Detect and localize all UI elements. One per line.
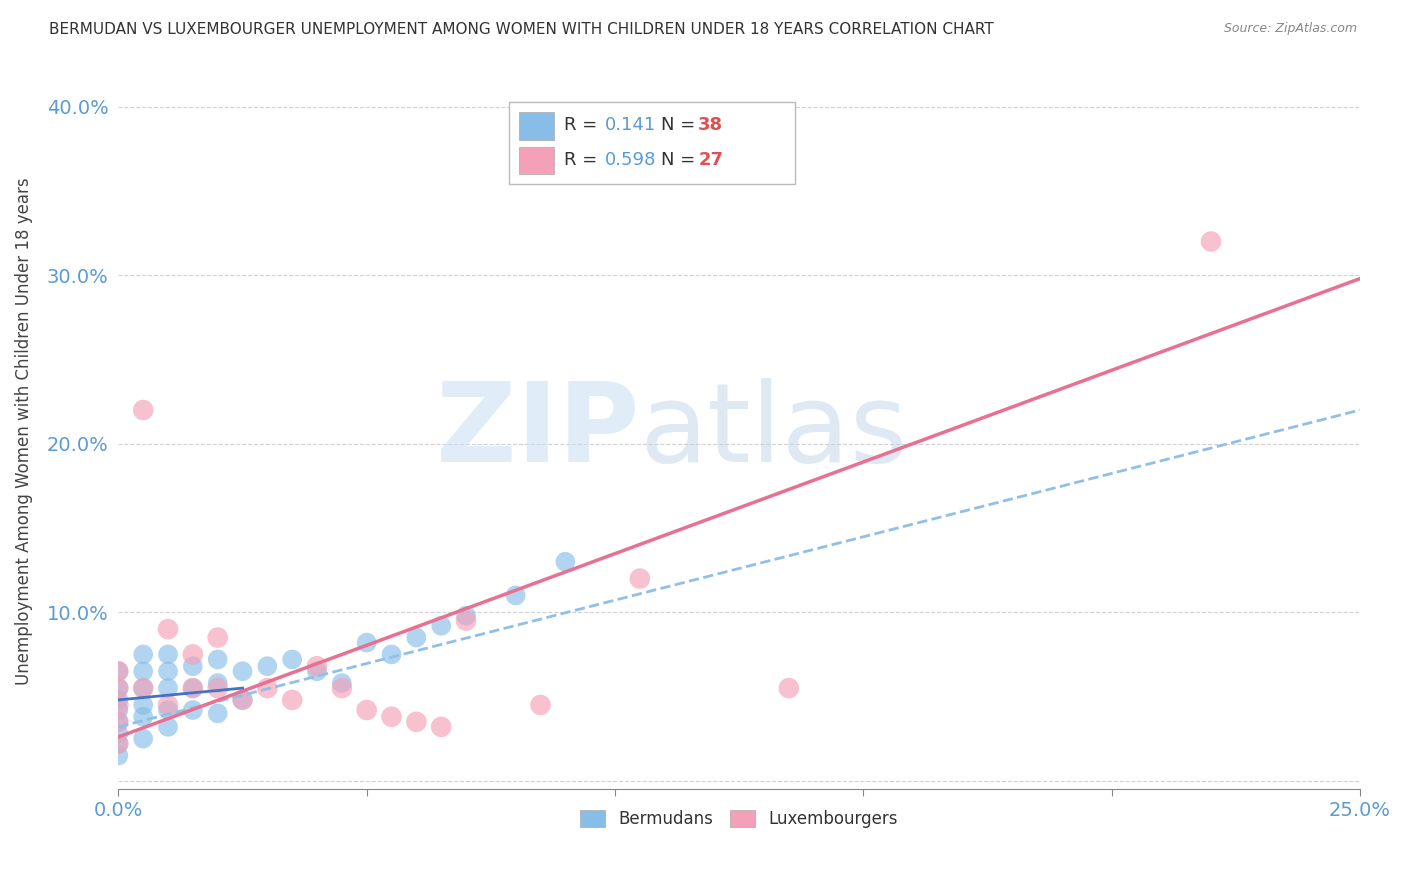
Bar	[519, 147, 554, 174]
Point	[181, 659, 204, 673]
Point	[157, 698, 180, 712]
Text: 38: 38	[699, 116, 723, 135]
Point	[107, 737, 129, 751]
Point	[1199, 235, 1222, 249]
Text: R =: R =	[564, 151, 603, 169]
Point	[330, 676, 353, 690]
Point	[132, 731, 155, 746]
Point	[628, 572, 651, 586]
Point	[181, 681, 204, 695]
Point	[132, 403, 155, 417]
Point	[132, 665, 155, 679]
Point	[157, 720, 180, 734]
Y-axis label: Unemployment Among Women with Children Under 18 years: Unemployment Among Women with Children U…	[15, 178, 32, 685]
Point	[430, 720, 453, 734]
Point	[107, 681, 129, 695]
Point	[107, 737, 129, 751]
Point	[157, 703, 180, 717]
Text: ZIP: ZIP	[436, 377, 640, 484]
Point	[330, 681, 353, 695]
Point	[454, 614, 477, 628]
Point	[405, 631, 427, 645]
Point	[380, 648, 402, 662]
Point	[181, 703, 204, 717]
Point	[181, 681, 204, 695]
Point	[207, 676, 229, 690]
Point	[157, 681, 180, 695]
Point	[356, 635, 378, 649]
Point	[107, 665, 129, 679]
Text: R =: R =	[564, 116, 603, 135]
Text: 0.141: 0.141	[605, 116, 657, 135]
Point	[231, 665, 253, 679]
Text: BERMUDAN VS LUXEMBOURGER UNEMPLOYMENT AMONG WOMEN WITH CHILDREN UNDER 18 YEARS C: BERMUDAN VS LUXEMBOURGER UNEMPLOYMENT AM…	[49, 22, 994, 37]
Point	[281, 693, 304, 707]
Text: 0.598: 0.598	[605, 151, 657, 169]
Point	[529, 698, 551, 712]
Point	[454, 608, 477, 623]
Text: N =: N =	[661, 116, 702, 135]
Point	[505, 589, 527, 603]
Point	[231, 693, 253, 707]
Point	[132, 681, 155, 695]
FancyBboxPatch shape	[509, 102, 794, 184]
Point	[181, 648, 204, 662]
Point	[554, 555, 576, 569]
Point	[157, 622, 180, 636]
Text: Source: ZipAtlas.com: Source: ZipAtlas.com	[1223, 22, 1357, 36]
Point	[778, 681, 800, 695]
Point	[281, 652, 304, 666]
Point	[107, 703, 129, 717]
Point	[132, 648, 155, 662]
Point	[107, 665, 129, 679]
Point	[430, 619, 453, 633]
Point	[157, 665, 180, 679]
Bar	[519, 112, 554, 139]
Point	[157, 648, 180, 662]
Point	[107, 698, 129, 712]
Point	[107, 714, 129, 729]
Point	[380, 710, 402, 724]
Point	[305, 665, 328, 679]
Point	[107, 681, 129, 695]
Point	[107, 726, 129, 740]
Text: 27: 27	[699, 151, 723, 169]
Point	[207, 652, 229, 666]
Legend: Bermudans, Luxembourgers: Bermudans, Luxembourgers	[574, 803, 904, 835]
Point	[256, 681, 278, 695]
Point	[107, 714, 129, 729]
Point	[207, 706, 229, 721]
Point	[132, 681, 155, 695]
Point	[356, 703, 378, 717]
Point	[305, 659, 328, 673]
Point	[207, 631, 229, 645]
Text: N =: N =	[661, 151, 702, 169]
Point	[405, 714, 427, 729]
Point	[132, 698, 155, 712]
Text: atlas: atlas	[640, 377, 908, 484]
Point	[231, 693, 253, 707]
Point	[132, 710, 155, 724]
Point	[207, 681, 229, 695]
Point	[256, 659, 278, 673]
Point	[107, 693, 129, 707]
Point	[107, 748, 129, 763]
